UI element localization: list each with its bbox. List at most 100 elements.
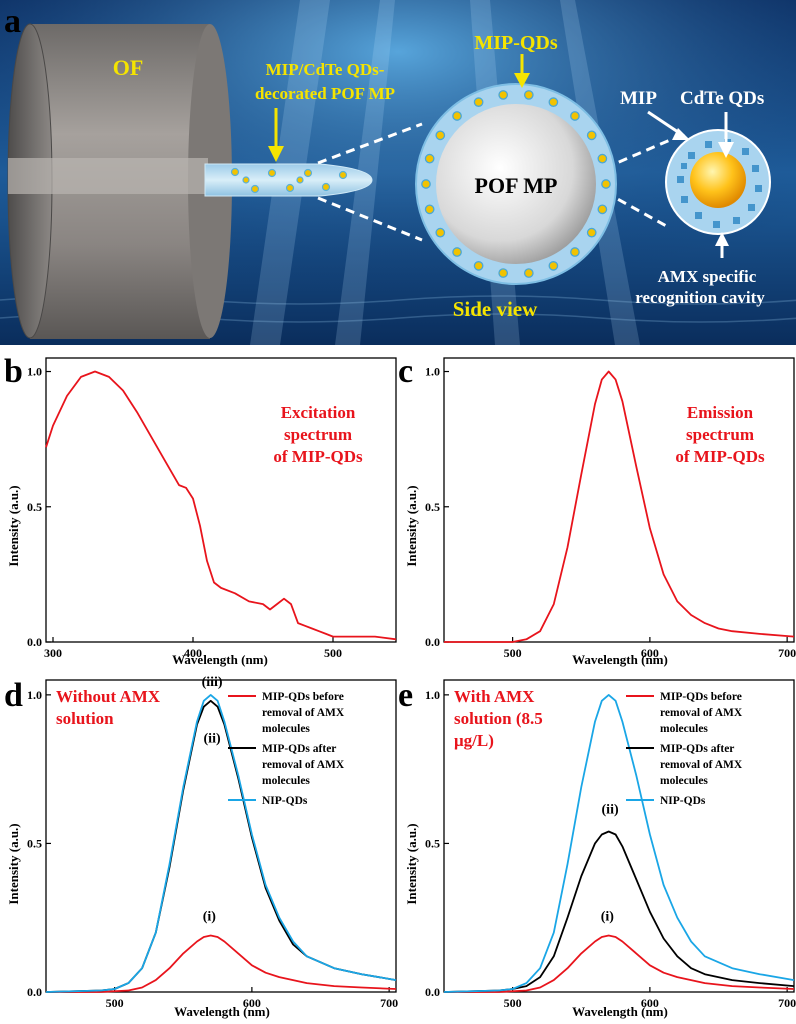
cdte-label: CdTe QDs bbox=[680, 88, 764, 109]
y-tick-label: 1.0 bbox=[425, 688, 440, 702]
schematic-svg: a OF MIP/CdTe QDs- decorated POF MP bbox=[0, 0, 796, 345]
emission-note-line1: Emission bbox=[687, 403, 754, 422]
quantum-dot bbox=[549, 262, 557, 270]
x-axis-label: Wavelength (nm) bbox=[572, 652, 668, 667]
series-line-2 bbox=[46, 695, 396, 992]
legend: MIP-QDs before removal of AMX molecules MIP… bbox=[228, 691, 345, 807]
quantum-dot bbox=[571, 248, 579, 256]
mip-qd-zoom bbox=[666, 130, 770, 234]
y-tick-label: 1.0 bbox=[27, 365, 42, 379]
plot-frame bbox=[46, 358, 396, 642]
quantum-dot bbox=[499, 269, 507, 277]
quantum-dot bbox=[525, 91, 533, 99]
y-axis-label: Intensity (a.u.) bbox=[404, 485, 419, 566]
mipqds-label: MIP-QDs bbox=[474, 32, 558, 54]
quantum-dot bbox=[499, 91, 507, 99]
legend-entry-text: removal of AMX bbox=[660, 707, 743, 719]
cavity-line2: recognition cavity bbox=[635, 288, 765, 307]
curve-annotation: (i) bbox=[203, 910, 217, 925]
x-tick-label: 300 bbox=[44, 646, 62, 660]
legend-entry-text: removal of AMX bbox=[262, 707, 345, 719]
quantum-dot bbox=[588, 228, 596, 236]
quantum-dot bbox=[436, 131, 444, 139]
quantum-dot bbox=[571, 112, 579, 120]
mip-label: MIP bbox=[620, 88, 657, 109]
x-axis-label: Wavelength (nm) bbox=[572, 1004, 668, 1019]
quantum-dot bbox=[425, 205, 433, 213]
panel-label-b: b bbox=[4, 353, 23, 390]
quantum-dot bbox=[422, 180, 430, 188]
of-label: OF bbox=[113, 55, 144, 80]
plot-frame bbox=[444, 358, 794, 642]
quantum-dot bbox=[425, 154, 433, 162]
series-line-1 bbox=[444, 832, 794, 993]
excitation-note-line2: spectrum bbox=[284, 425, 352, 444]
legend-entry-text: NIP-QDs bbox=[262, 795, 308, 807]
quantum-dot bbox=[474, 262, 482, 270]
quantum-dot bbox=[549, 98, 557, 106]
quantum-dot bbox=[602, 180, 610, 188]
x-tick-label: 700 bbox=[778, 646, 796, 660]
x-tick-label: 700 bbox=[380, 996, 398, 1010]
panel-label-d: d bbox=[4, 677, 23, 714]
quantum-dot bbox=[598, 205, 606, 213]
quantum-dot bbox=[598, 154, 606, 162]
quantum-dot bbox=[436, 228, 444, 236]
pof-label-line2: decorated POF MP bbox=[255, 84, 395, 103]
legend-entry-text: MIP-QDs before bbox=[660, 691, 742, 703]
y-tick-label: 0.5 bbox=[27, 836, 42, 850]
legend-entry-text: molecules bbox=[660, 723, 708, 735]
without-amx-note-line1: Without AMX bbox=[56, 687, 161, 706]
with-amx-note-line1: With AMX bbox=[454, 687, 535, 706]
excitation-note-line1: Excitation bbox=[281, 403, 356, 422]
y-tick-label: 1.0 bbox=[425, 365, 440, 379]
legend-entry-text: molecules bbox=[262, 775, 310, 787]
legend: MIP-QDs before removal of AMX molecules MIP… bbox=[626, 691, 743, 807]
emission-note-line3: of MIP-QDs bbox=[675, 447, 765, 466]
curve-annotation: (ii) bbox=[602, 803, 619, 818]
series-line-1 bbox=[46, 701, 396, 992]
legend-entry-text: MIP-QDs after bbox=[660, 743, 734, 755]
x-tick-label: 700 bbox=[778, 996, 796, 1010]
curve-annotation: (iii) bbox=[202, 675, 223, 690]
curve-annotation: (ii) bbox=[204, 731, 221, 746]
y-axis-label: Intensity (a.u.) bbox=[6, 485, 21, 566]
emission-note-line2: spectrum bbox=[686, 425, 754, 444]
x-tick-label: 500 bbox=[324, 646, 342, 660]
y-tick-label: 0.5 bbox=[425, 836, 440, 850]
x-tick-label: 500 bbox=[106, 996, 124, 1010]
schematic-panel: a OF MIP/CdTe QDs- decorated POF MP bbox=[0, 0, 796, 345]
series-line-2 bbox=[444, 695, 794, 992]
quantum-dot bbox=[453, 112, 461, 120]
y-tick-label: 0.0 bbox=[27, 635, 42, 649]
x-tick-label: 500 bbox=[504, 646, 522, 660]
x-axis-label: Wavelength (nm) bbox=[174, 1004, 270, 1019]
legend-entry-text: MIP-QDs after bbox=[262, 743, 336, 755]
without-amx-note-line2: solution bbox=[56, 709, 114, 728]
quantum-dot bbox=[588, 131, 596, 139]
sideview-label: Side view bbox=[453, 297, 538, 321]
with-amx-note-line3: μg/L) bbox=[454, 731, 494, 750]
legend-entry-text: MIP-QDs before bbox=[262, 691, 344, 703]
cavity-line1: AMX specific bbox=[658, 267, 757, 286]
quantum-dot bbox=[525, 269, 533, 277]
quantum-dot bbox=[453, 248, 461, 256]
y-tick-label: 0.0 bbox=[425, 985, 440, 999]
pofmp-label: POF MP bbox=[475, 173, 558, 198]
y-axis-label: Intensity (a.u.) bbox=[6, 823, 21, 904]
panel-label-e: e bbox=[398, 677, 413, 714]
pof-label-line1: MIP/CdTe QDs- bbox=[266, 60, 385, 79]
legend-entry-text: NIP-QDs bbox=[660, 795, 706, 807]
y-axis-label: Intensity (a.u.) bbox=[404, 823, 419, 904]
y-tick-label: 0.0 bbox=[27, 985, 42, 999]
legend-entry-text: removal of AMX bbox=[660, 759, 743, 771]
with-amx-note-line2: solution (8.5 bbox=[454, 709, 543, 728]
